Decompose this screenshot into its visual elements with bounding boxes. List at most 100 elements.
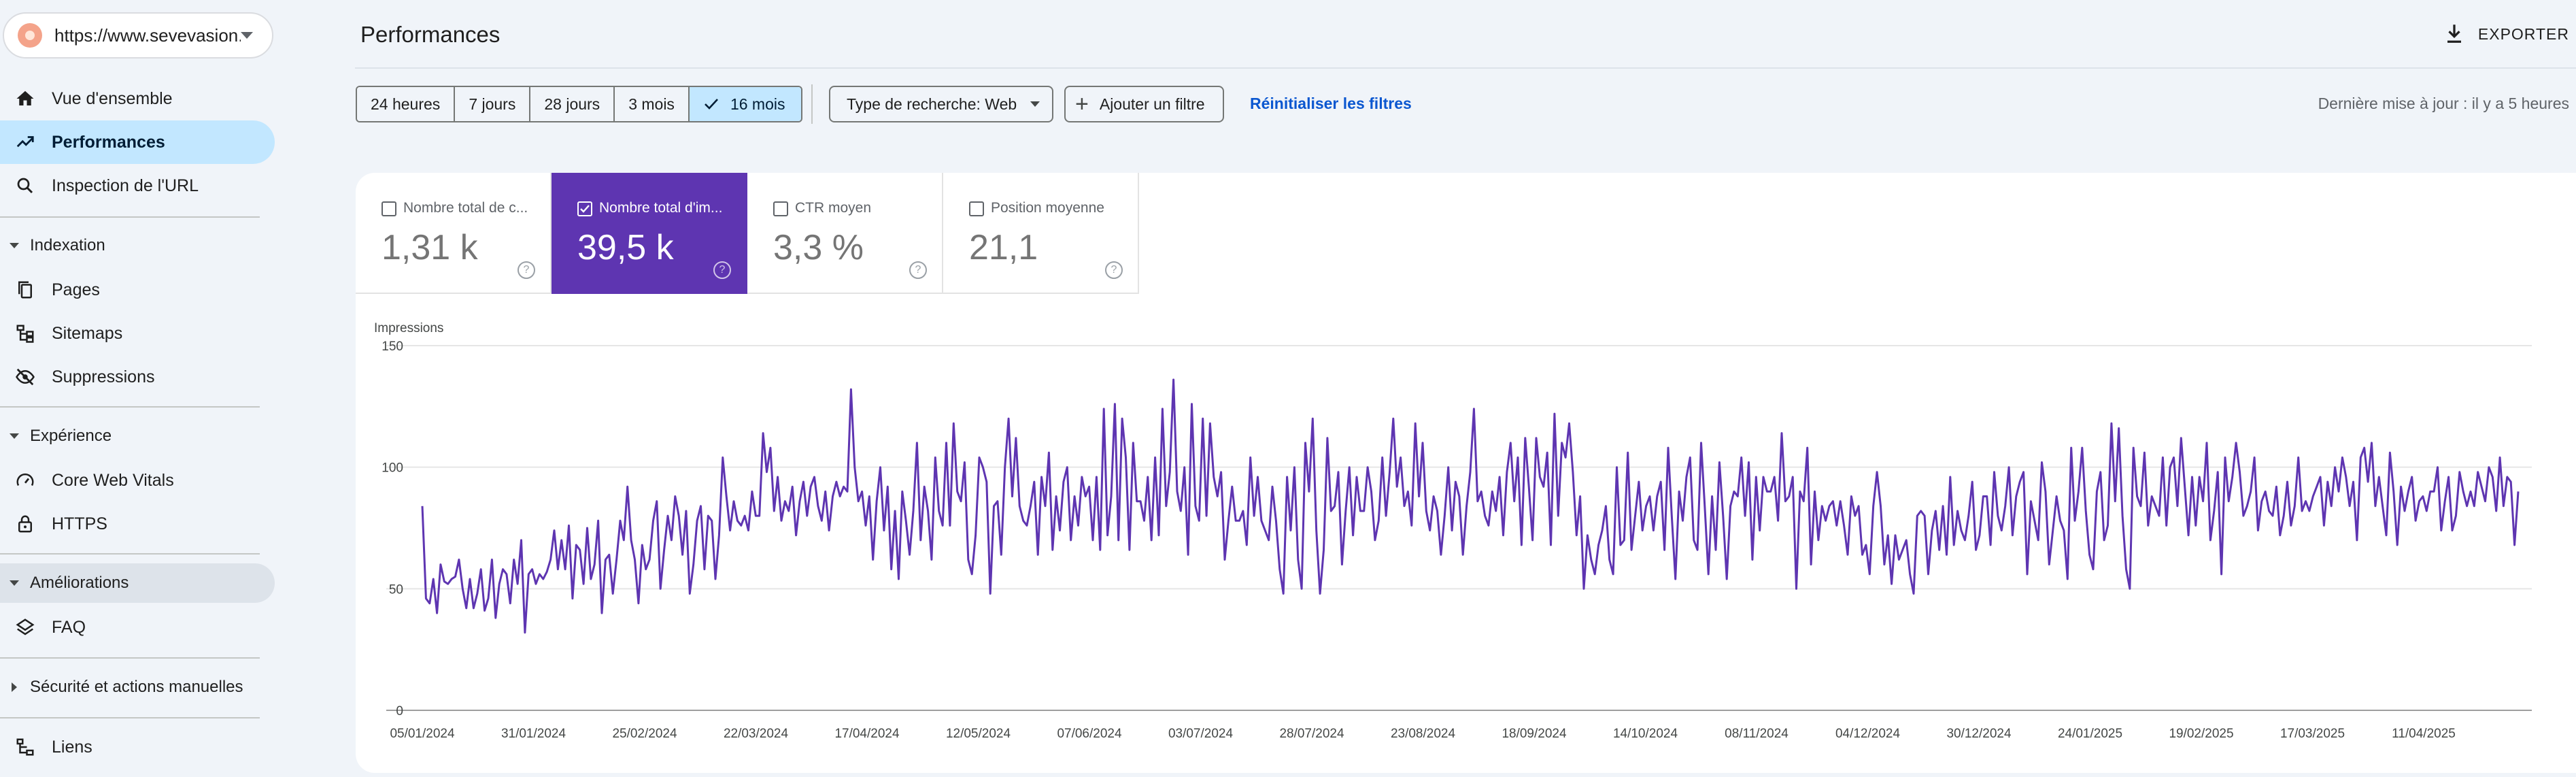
section-experience[interactable]: Expérience bbox=[0, 416, 275, 456]
metric-checkbox[interactable] bbox=[382, 201, 396, 216]
metric-position[interactable]: Position moyenne 21,1 ? bbox=[943, 173, 1139, 294]
range-28d[interactable]: 28 jours bbox=[530, 87, 615, 121]
property-selector[interactable]: https://www.sevevasion... bbox=[3, 12, 273, 59]
gauge-icon bbox=[16, 473, 34, 486]
x-tick-label: 22/03/2024 bbox=[724, 727, 789, 741]
last-update-text: Dernière mise à jour : il y a 5 heures bbox=[2318, 95, 2569, 112]
metric-label: Position moyenne bbox=[991, 200, 1104, 216]
metric-value: 1,31 k bbox=[382, 228, 478, 267]
export-button[interactable]: EXPORTER bbox=[2444, 19, 2569, 49]
nav-item-overview[interactable]: Vue d'ensemble bbox=[0, 77, 275, 120]
impressions-series-line bbox=[421, 378, 2520, 634]
x-tick-label: 31/01/2024 bbox=[501, 727, 566, 741]
sidebar-divider bbox=[0, 657, 260, 659]
x-tick-label: 24/01/2025 bbox=[2058, 727, 2122, 741]
pages-icon bbox=[18, 281, 32, 299]
eye-off-icon bbox=[16, 368, 35, 386]
metric-value: 39,5 k bbox=[577, 228, 674, 267]
range-label: 24 heures bbox=[371, 95, 441, 113]
nav-item-label: Pages bbox=[52, 280, 100, 299]
impressions-chart: Impressions 0 50 100 150 05/01/2024 31/01/20… bbox=[374, 321, 2532, 741]
nav-item-core-web-vitals[interactable]: Core Web Vitals bbox=[0, 459, 275, 502]
metric-checkbox[interactable] bbox=[969, 201, 984, 216]
range-16m[interactable]: 16 mois bbox=[689, 87, 802, 121]
expand-arrow-icon bbox=[10, 243, 19, 248]
check-icon bbox=[705, 99, 718, 110]
plus-icon: + bbox=[1075, 91, 1089, 117]
metric-impressions[interactable]: Nombre total d'im... 39,5 k ? bbox=[552, 173, 747, 294]
nav-item-links[interactable]: Liens bbox=[0, 725, 275, 769]
section-enhancements[interactable]: Améliorations bbox=[0, 563, 275, 603]
sidebar-divider bbox=[0, 717, 260, 718]
range-7d[interactable]: 7 jours bbox=[455, 87, 531, 121]
nav-item-sitemaps[interactable]: Sitemaps bbox=[0, 312, 275, 355]
nav-item-label: Vue d'ensemble bbox=[52, 88, 173, 108]
section-label: Améliorations bbox=[30, 574, 129, 592]
add-filter-label: Ajouter un filtre bbox=[1099, 95, 1205, 113]
add-filter-button[interactable]: + Ajouter un filtre bbox=[1064, 86, 1224, 122]
y-axis-label: Impressions bbox=[374, 321, 443, 335]
nav-item-faq[interactable]: FAQ bbox=[0, 606, 275, 649]
help-icon[interactable]: ? bbox=[1105, 261, 1123, 279]
nav-item-label: Suppressions bbox=[52, 367, 155, 386]
x-tick-label: 05/01/2024 bbox=[390, 727, 455, 741]
trending-up-icon bbox=[16, 136, 34, 148]
metric-label: Nombre total d'im... bbox=[599, 200, 723, 216]
y-tick-label: 0 bbox=[396, 704, 403, 718]
metric-checkbox[interactable] bbox=[577, 201, 592, 216]
y-tick-label: 150 bbox=[382, 340, 403, 354]
x-tick-label: 25/02/2024 bbox=[612, 727, 677, 741]
page-title: Performances bbox=[360, 22, 501, 47]
search-type-chip[interactable]: Type de recherche: Web bbox=[829, 86, 1054, 122]
section-indexation[interactable]: Indexation bbox=[0, 226, 275, 265]
metric-value: 3,3 % bbox=[773, 228, 864, 267]
range-label: 16 mois bbox=[730, 95, 785, 113]
help-icon[interactable]: ? bbox=[518, 261, 535, 279]
y-tick-label: 100 bbox=[382, 461, 403, 476]
date-range-selector: 24 heures 7 jours 28 jours 3 mois 16 moi… bbox=[356, 86, 803, 122]
x-tick-label: 28/07/2024 bbox=[1279, 727, 1344, 741]
x-tick-label: 23/08/2024 bbox=[1391, 727, 1456, 741]
chevron-down-icon bbox=[241, 32, 253, 39]
x-tick-label: 11/04/2025 bbox=[2392, 727, 2456, 741]
header-divider bbox=[355, 67, 2576, 69]
range-label: 7 jours bbox=[469, 95, 516, 113]
range-24h[interactable]: 24 heures bbox=[357, 87, 456, 121]
property-url: https://www.sevevasion... bbox=[54, 24, 241, 46]
nav-item-https[interactable]: HTTPS bbox=[0, 502, 275, 546]
sidebar: https://www.sevevasion... Vue d'ensemble… bbox=[0, 0, 275, 777]
reset-filters-link[interactable]: Réinitialiser les filtres bbox=[1250, 95, 1412, 112]
metric-label: Nombre total de c... bbox=[403, 200, 528, 216]
nav-item-pages[interactable]: Pages bbox=[0, 268, 275, 312]
sitemap-icon bbox=[16, 325, 34, 343]
nav-item-label: Inspection de l'URL bbox=[52, 176, 199, 195]
metric-clicks[interactable]: Nombre total de c... 1,31 k ? bbox=[356, 173, 552, 294]
collapsed-arrow-icon bbox=[12, 682, 17, 692]
help-icon[interactable]: ? bbox=[713, 261, 731, 279]
nav-item-removals[interactable]: Suppressions bbox=[0, 355, 275, 399]
site-favicon-icon bbox=[18, 23, 42, 48]
x-tick-label: 07/06/2024 bbox=[1057, 727, 1122, 741]
nav-item-url-inspection[interactable]: Inspection de l'URL bbox=[0, 164, 275, 208]
metric-checkbox[interactable] bbox=[773, 201, 788, 216]
filter-divider bbox=[811, 84, 813, 124]
section-label: Indexation bbox=[30, 236, 105, 254]
nav-item-label: Core Web Vitals bbox=[52, 470, 174, 490]
lock-icon bbox=[18, 515, 32, 533]
y-tick-label: 50 bbox=[389, 582, 403, 597]
metric-ctr[interactable]: CTR moyen 3,3 % ? bbox=[747, 173, 943, 294]
x-tick-label: 04/12/2024 bbox=[1835, 727, 1901, 741]
nav-item-performance[interactable]: Performances bbox=[0, 120, 275, 164]
nav-item-label: Performances bbox=[52, 132, 165, 152]
x-tick-label: 12/05/2024 bbox=[946, 727, 1011, 741]
help-icon[interactable]: ? bbox=[909, 261, 927, 279]
download-icon bbox=[2447, 24, 2461, 43]
section-security[interactable]: Sécurité et actions manuelles bbox=[0, 667, 275, 707]
range-3m[interactable]: 3 mois bbox=[615, 87, 690, 121]
section-label: Sécurité et actions manuelles bbox=[30, 678, 243, 696]
x-tick-label: 17/04/2024 bbox=[834, 727, 900, 741]
export-label: EXPORTER bbox=[2477, 24, 2569, 43]
nav-item-label: HTTPS bbox=[52, 514, 107, 533]
expand-arrow-icon bbox=[10, 433, 19, 439]
section-label: Expérience bbox=[30, 427, 112, 445]
